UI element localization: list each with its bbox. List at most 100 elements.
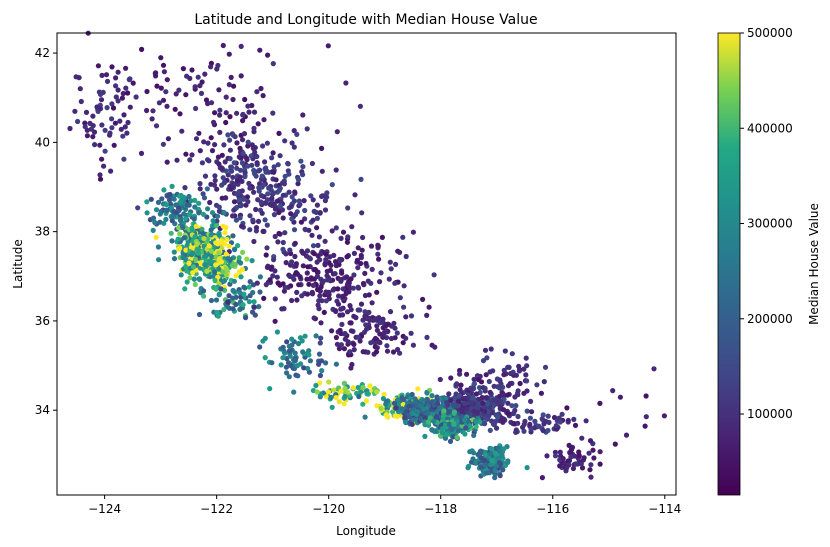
scatter-point	[189, 152, 195, 158]
scatter-point	[124, 130, 130, 136]
scatter-point	[569, 446, 575, 453]
scatter-point	[202, 262, 208, 268]
scatter-point	[251, 125, 257, 131]
scatter-point	[454, 434, 460, 440]
scatter-point	[230, 174, 236, 180]
scatter-point	[231, 83, 237, 89]
scatter-point	[311, 251, 317, 257]
scatter-point	[190, 264, 197, 270]
scatter-point	[311, 208, 317, 214]
scatter-point	[461, 400, 467, 406]
scatter-point	[355, 334, 361, 340]
scatter-point	[355, 245, 361, 251]
scatter-point	[333, 225, 339, 231]
scatter-point	[316, 361, 322, 367]
scatter-point	[207, 199, 213, 206]
scatter-point	[499, 453, 505, 459]
scatter-point	[256, 304, 262, 310]
scatter-point	[275, 162, 281, 168]
scatter-point	[251, 109, 258, 115]
scatter-point	[216, 291, 223, 297]
scatter-point	[340, 293, 346, 299]
scatter-point	[192, 281, 198, 288]
scatter-point	[221, 180, 227, 186]
scatter-point	[250, 217, 256, 223]
scatter-point	[541, 379, 547, 385]
scatter-point	[493, 418, 499, 424]
scatter-point	[164, 103, 170, 109]
colorbar-ticks: 100000 200000 300000 400000 500000	[740, 26, 793, 421]
scatter-point	[510, 410, 516, 417]
scatter-point	[355, 384, 361, 391]
scatter-point	[262, 217, 268, 223]
scatter-point	[109, 101, 115, 107]
scatter-point	[242, 174, 248, 180]
scatter-point	[264, 245, 270, 251]
scatter-point	[342, 336, 348, 342]
scatter-point	[277, 203, 283, 209]
scatter-point	[651, 366, 657, 372]
scatter-point	[280, 192, 286, 198]
scatter-point	[399, 406, 405, 412]
scatter-point	[477, 419, 483, 425]
scatter-point	[73, 74, 79, 80]
scatter-point	[557, 449, 563, 455]
scatter-point	[302, 207, 308, 214]
scatter-point	[335, 301, 342, 307]
scatter-point	[573, 461, 579, 467]
scatter-point	[110, 105, 117, 111]
scatter-point	[300, 263, 306, 269]
scatter-point	[272, 296, 278, 302]
scatter-point	[347, 303, 353, 309]
scatter-point	[350, 285, 356, 291]
scatter-point	[192, 256, 199, 262]
scatter-point	[422, 415, 428, 421]
scatter-point	[164, 207, 170, 213]
scatter-point	[305, 365, 311, 372]
scatter-point	[473, 419, 479, 425]
scatter-point	[542, 364, 549, 370]
scatter-point	[241, 196, 247, 202]
scatter-point	[187, 75, 193, 81]
scatter-point	[245, 143, 251, 149]
scatter-point	[369, 266, 375, 272]
scatter-point	[204, 186, 210, 192]
scatter-point	[377, 340, 383, 346]
scatter-point	[237, 174, 243, 180]
scatter-point	[466, 409, 472, 415]
scatter-point	[424, 397, 430, 403]
scatter-point	[505, 411, 511, 417]
scatter-point	[269, 264, 275, 270]
scatter-point	[216, 161, 222, 167]
scatter-point	[144, 107, 150, 114]
scatter-point	[233, 217, 239, 223]
scatter-point	[245, 139, 251, 145]
scatter-point	[344, 309, 351, 315]
scatter-point	[251, 299, 257, 305]
scatter-point	[234, 191, 240, 197]
scatter-point	[90, 134, 96, 140]
scatter-point	[204, 268, 210, 274]
scatter-point	[223, 94, 229, 100]
scatter-point	[214, 218, 220, 224]
scatter-point	[291, 128, 297, 134]
scatter-point	[232, 247, 238, 253]
scatter-point	[578, 461, 584, 467]
scatter-point	[190, 238, 196, 244]
scatter-point	[289, 297, 295, 304]
scatter-point	[432, 344, 438, 350]
scatter-point	[270, 110, 276, 116]
scatter-point	[123, 85, 129, 91]
scatter-point	[314, 259, 320, 265]
scatter-point	[377, 279, 383, 285]
scatter-point	[193, 105, 199, 112]
scatter-point	[193, 136, 200, 142]
scatter-point	[337, 276, 344, 283]
scatter-point	[564, 405, 570, 411]
scatter-point	[329, 228, 335, 234]
scatter-point	[121, 156, 127, 162]
scatter-point	[241, 291, 247, 297]
scatter-point	[318, 335, 324, 341]
scatter-point	[309, 160, 315, 167]
scatter-point	[238, 274, 244, 280]
